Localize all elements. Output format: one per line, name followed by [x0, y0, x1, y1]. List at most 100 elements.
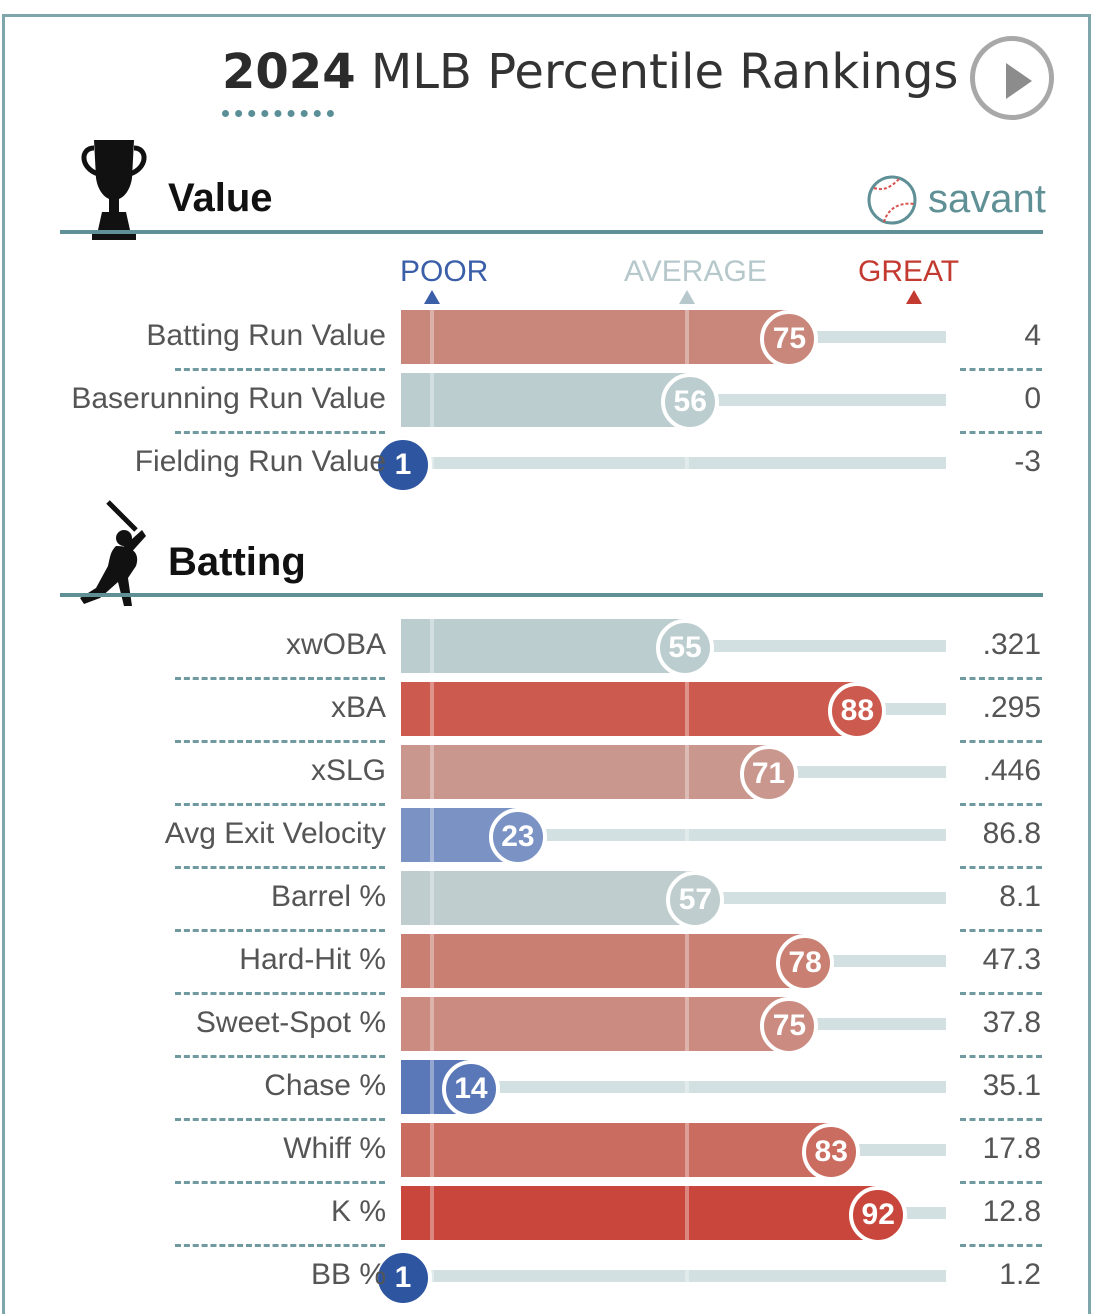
- row-divider-left: [175, 1055, 385, 1058]
- percentile-badge[interactable]: 75: [760, 997, 819, 1055]
- poor-reference-line: [430, 310, 434, 364]
- row-divider-right: [960, 1181, 1042, 1184]
- metric-label: Avg Exit Velocity: [164, 817, 386, 850]
- row-divider-left: [175, 1118, 385, 1121]
- metric-label: Whiff %: [283, 1132, 386, 1165]
- page-title: 2024 MLB Percentile Rankings: [222, 42, 958, 102]
- row-divider-right: [960, 1118, 1042, 1121]
- average-reference-line: [685, 745, 689, 799]
- percentile-badge[interactable]: 56: [661, 373, 720, 431]
- metric-value: .321: [982, 628, 1041, 661]
- percentile-badge[interactable]: 57: [666, 871, 725, 929]
- percentile-bar[interactable]: [401, 1186, 877, 1240]
- percentile-bar[interactable]: [401, 682, 856, 736]
- percentile-bar[interactable]: [401, 871, 694, 925]
- percentile-bar[interactable]: [401, 373, 689, 427]
- metric-value: .295: [982, 691, 1041, 724]
- metric-value: 35.1: [982, 1069, 1041, 1102]
- row-divider-right: [960, 929, 1042, 932]
- row-divider-left: [175, 803, 385, 806]
- row-divider-left: [175, 740, 385, 743]
- poor-reference-line: [430, 436, 434, 490]
- metric-label: Baserunning Run Value: [71, 382, 386, 415]
- metric-label: K %: [330, 1195, 386, 1228]
- row-divider-right: [960, 740, 1042, 743]
- play-button[interactable]: [970, 36, 1054, 120]
- row-divider-right: [960, 992, 1042, 995]
- percentile-bar[interactable]: [401, 745, 767, 799]
- average-reference-line: [685, 1186, 689, 1240]
- poor-reference-line: [430, 619, 434, 673]
- metric-value: 1.2: [999, 1258, 1041, 1291]
- average-reference-line: [685, 436, 689, 490]
- row-divider-right: [960, 866, 1042, 869]
- legend-poor: POOR: [400, 255, 489, 288]
- row-divider-right: [960, 431, 1042, 434]
- metric-value: -3: [1014, 445, 1041, 478]
- percentile-badge[interactable]: 92: [849, 1186, 908, 1244]
- percentile-bar[interactable]: [401, 310, 788, 364]
- metric-label: Barrel %: [270, 880, 386, 913]
- poor-reference-line: [430, 1123, 434, 1177]
- poor-reference-line: [430, 808, 434, 862]
- poor-reference-line: [430, 934, 434, 988]
- poor-reference-line: [430, 1249, 434, 1303]
- poor-reference-line: [430, 1060, 434, 1114]
- row-divider-left: [175, 992, 385, 995]
- percentile-badge[interactable]: 88: [828, 682, 887, 740]
- average-reference-line: [685, 1123, 689, 1177]
- row-divider-right: [960, 803, 1042, 806]
- percentile-badge[interactable]: 78: [776, 934, 835, 992]
- metric-value: 17.8: [982, 1132, 1041, 1165]
- batter-silhouette-icon: [80, 500, 146, 606]
- section-title-batting: Batting: [168, 540, 306, 584]
- percentile-badge[interactable]: 1: [374, 436, 432, 494]
- row-divider-right: [960, 1055, 1042, 1058]
- metric-label: Fielding Run Value: [134, 445, 386, 478]
- percentile-track: [401, 1270, 946, 1282]
- section-title-value: Value: [168, 176, 273, 220]
- row-divider-right: [960, 677, 1042, 680]
- metric-label: xSLG: [310, 754, 386, 787]
- metric-value: 0: [1024, 382, 1041, 415]
- percentile-badge[interactable]: 1: [374, 1249, 432, 1307]
- metric-label: Sweet-Spot %: [195, 1006, 386, 1039]
- row-divider-left: [175, 1181, 385, 1184]
- percentile-badge[interactable]: 75: [760, 310, 819, 368]
- percentile-bar[interactable]: [401, 619, 683, 673]
- percentile-bar[interactable]: [401, 997, 788, 1051]
- percentile-badge[interactable]: 23: [488, 808, 547, 866]
- title-year: 2024: [222, 44, 356, 100]
- metric-value: 47.3: [982, 943, 1041, 976]
- average-reference-line: [685, 1249, 689, 1303]
- row-divider-left: [175, 866, 385, 869]
- percentile-badge[interactable]: 14: [441, 1060, 500, 1118]
- percentile-badge[interactable]: 55: [656, 619, 714, 677]
- poor-reference-line: [430, 745, 434, 799]
- section-rule-value: [60, 230, 1043, 234]
- percentile-badge[interactable]: 83: [802, 1123, 861, 1181]
- poor-reference-line: [430, 997, 434, 1051]
- row-divider-left: [175, 929, 385, 932]
- row-divider-left: [175, 677, 385, 680]
- legend-average-marker: [679, 290, 695, 304]
- savant-text: savant: [928, 177, 1046, 221]
- title-text: MLB Percentile Rankings: [355, 44, 959, 100]
- percentile-track: [401, 1081, 946, 1093]
- percentile-bar[interactable]: [401, 1123, 830, 1177]
- average-reference-line: [685, 997, 689, 1051]
- metric-value: 8.1: [999, 880, 1041, 913]
- average-reference-line: [685, 682, 689, 736]
- poor-reference-line: [430, 871, 434, 925]
- metric-value: 86.8: [982, 817, 1041, 850]
- baseball-icon: [867, 175, 917, 225]
- percentile-track: [401, 457, 946, 469]
- percentile-bar[interactable]: [401, 934, 804, 988]
- metric-label: Chase %: [264, 1069, 386, 1102]
- average-reference-line: [685, 808, 689, 862]
- percentile-badge[interactable]: 71: [739, 745, 798, 803]
- legend-average: AVERAGE: [624, 255, 767, 288]
- row-divider-left: [175, 368, 385, 371]
- trophy-icon: [81, 140, 147, 240]
- row-divider-left: [175, 1244, 385, 1247]
